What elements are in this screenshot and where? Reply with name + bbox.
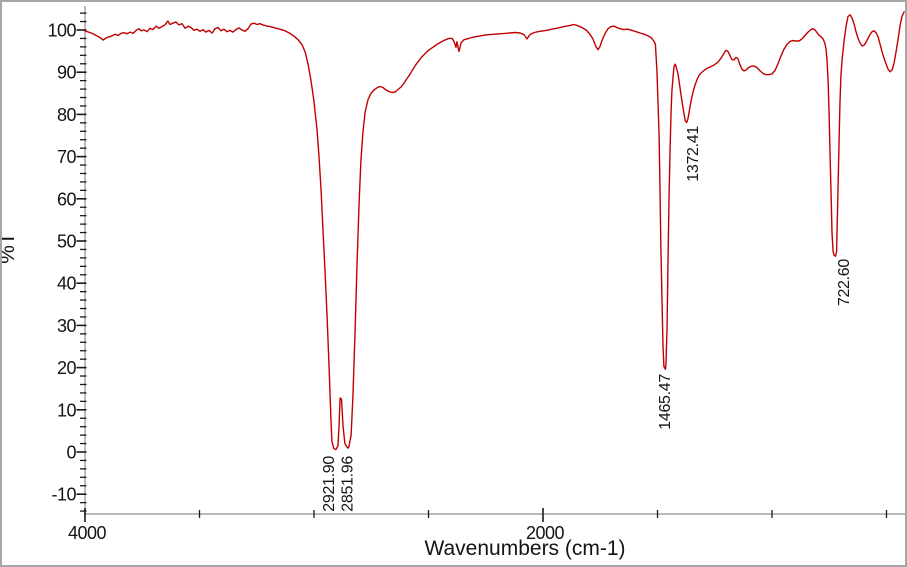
peak-label: 2921.90 <box>321 456 338 512</box>
x-axis-ticks: 4000 2000 <box>68 508 888 543</box>
y-axis-title: %T <box>2 232 19 264</box>
spectrum-curve-group <box>84 11 905 451</box>
y-tick-label: 90 <box>57 63 77 83</box>
peak-annotations: 2921.90 2851.96 1465.47 1372.41 722.60 <box>321 126 853 512</box>
y-axis-ticks: -10 0 10 20 30 40 50 60 70 80 90 100 <box>47 12 87 512</box>
peak-label: 1465.47 <box>657 374 674 430</box>
y-tick-label: 80 <box>57 105 77 125</box>
y-tick-label: 70 <box>57 147 77 167</box>
x-tick-label: 2000 <box>526 523 565 543</box>
y-tick-label: 10 <box>57 400 77 420</box>
y-tick-label: 20 <box>57 358 77 378</box>
y-tick-label: 100 <box>47 21 76 41</box>
x-tick-label: 4000 <box>68 523 107 543</box>
peak-label: 2851.96 <box>340 456 357 512</box>
y-tick-label: 30 <box>57 316 77 336</box>
peak-label: 722.60 <box>836 259 853 307</box>
peak-label: 1372.41 <box>685 126 702 182</box>
x-axis-title: Wavenumbers (cm-1) <box>424 537 625 560</box>
y-tick-label: 40 <box>57 274 77 294</box>
spectrum-curve <box>84 11 905 451</box>
y-tick-label: 50 <box>57 232 77 252</box>
y-tick-label: -10 <box>51 485 76 505</box>
y-tick-label: 0 <box>66 443 76 463</box>
y-tick-label: 60 <box>57 189 77 209</box>
